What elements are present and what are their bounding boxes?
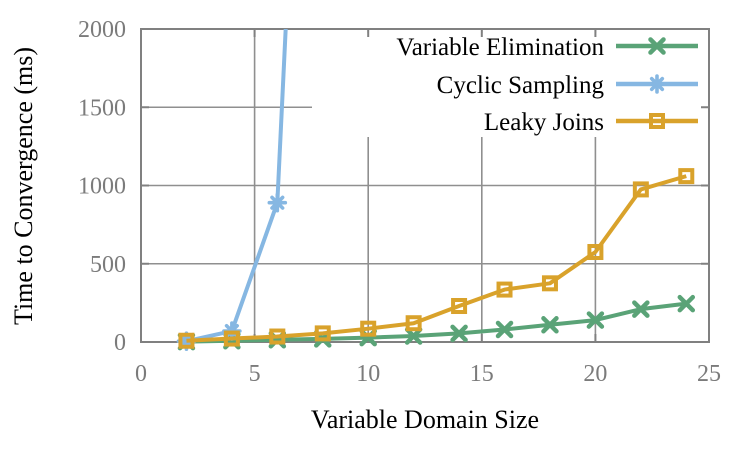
legend-marker-variable-elimination (616, 37, 698, 55)
x-tick-label: 15 (470, 361, 494, 387)
open-square-marker (587, 244, 604, 261)
open-square-marker (541, 275, 558, 292)
series-layer (176, 29, 696, 352)
cross-marker (450, 324, 468, 343)
tick-labels: 0 5 10 15 20 25 0 500 1000 1500 2000 (78, 17, 721, 387)
x-tick-label: 25 (697, 361, 721, 387)
legend: Variable Elimination Cyclic Sampling Lea… (396, 34, 698, 136)
cross-marker (495, 320, 514, 339)
series-line (186, 29, 288, 344)
cross-marker (677, 294, 696, 313)
open-square-marker (178, 332, 195, 349)
legend-label-leaky-joins: Leaky Joins (484, 109, 604, 136)
cross-marker (404, 327, 423, 345)
open-square-marker (360, 320, 377, 337)
y-tick-label: 0 (114, 330, 126, 356)
legend-label-variable-elimination: Variable Elimination (396, 34, 604, 61)
cross-marker (648, 37, 666, 55)
y-tick-label: 2000 (78, 17, 126, 43)
x-tick-label: 0 (135, 361, 147, 387)
legend-label-cyclic-sampling: Cyclic Sampling (437, 72, 605, 99)
open-square-marker (678, 168, 695, 185)
series-1 (176, 29, 288, 352)
y-tick-label: 1000 (78, 174, 126, 200)
cross-marker (541, 316, 559, 334)
open-square-marker (496, 281, 513, 298)
asterisk-marker (267, 192, 288, 213)
legend-item-leaky-joins: Leaky Joins (484, 109, 698, 136)
open-square-marker (649, 113, 665, 129)
x-tick-label: 10 (356, 361, 380, 387)
series-2 (178, 168, 695, 349)
x-tick-label: 20 (583, 361, 607, 387)
y-tick-label: 500 (90, 252, 126, 278)
open-square-marker (269, 328, 286, 345)
y-axis-title: Time to Convergence (ms) (9, 47, 38, 325)
x-tick-label: 5 (249, 361, 261, 387)
open-square-marker (223, 330, 240, 347)
legend-item-variable-elimination: Variable Elimination (396, 34, 698, 61)
asterisk-marker (176, 331, 197, 352)
legend-marker-leaky-joins (616, 113, 698, 129)
legend-marker-cyclic-sampling (616, 74, 698, 94)
cross-marker (632, 300, 650, 318)
legend-item-cyclic-sampling: Cyclic Sampling (437, 72, 698, 99)
open-square-marker (314, 325, 331, 342)
cross-marker (586, 311, 605, 329)
open-square-marker (632, 181, 649, 198)
series-0 (177, 294, 696, 351)
y-tick-label: 1500 (78, 95, 126, 121)
x-axis-title: Variable Domain Size (311, 405, 539, 434)
open-square-marker (405, 315, 422, 332)
open-square-marker (451, 298, 468, 315)
asterisk-marker (647, 74, 667, 94)
